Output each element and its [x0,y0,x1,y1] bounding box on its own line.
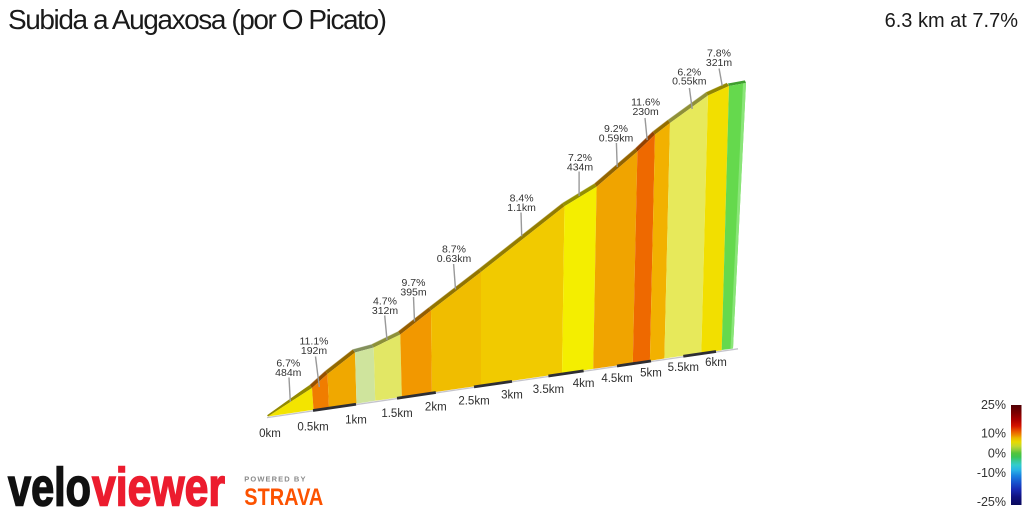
svg-text:viewer: viewer [92,458,225,512]
svg-text:3km: 3km [501,390,523,402]
svg-text:7.2%: 7.2% [568,152,592,164]
svg-text:0.63km: 0.63km [437,253,472,265]
svg-text:3.5km: 3.5km [533,384,564,396]
svg-text:230m: 230m [632,106,659,118]
svg-text:STRAVA: STRAVA [244,484,323,511]
svg-text:0.59km: 0.59km [599,132,634,144]
svg-text:4.7%: 4.7% [373,296,397,308]
svg-text:25%: 25% [981,398,1006,412]
svg-text:11.6%: 11.6% [631,97,660,109]
svg-text:9.7%: 9.7% [402,277,426,289]
svg-text:5km: 5km [640,367,662,379]
svg-text:10%: 10% [981,427,1006,441]
svg-text:4.5km: 4.5km [601,373,632,385]
svg-text:7.8%: 7.8% [707,48,731,60]
svg-text:1.5km: 1.5km [381,408,412,420]
svg-text:0%: 0% [988,446,1006,460]
svg-text:1.1km: 1.1km [507,202,536,214]
svg-text:6km: 6km [705,357,727,369]
svg-text:321m: 321m [706,57,733,69]
svg-text:4km: 4km [573,378,595,390]
svg-text:6.3 km at 7.7%: 6.3 km at 7.7% [885,10,1019,32]
svg-text:-10%: -10% [977,466,1006,480]
svg-text:1km: 1km [345,415,367,427]
svg-text:8.7%: 8.7% [442,244,466,256]
svg-text:0.55km: 0.55km [672,76,707,88]
svg-text:0km: 0km [259,428,281,440]
svg-text:6.7%: 6.7% [276,357,300,369]
svg-text:11.1%: 11.1% [300,336,329,348]
svg-text:8.4%: 8.4% [510,193,534,205]
svg-text:Subida a Augaxosa (por O Picat: Subida a Augaxosa (por O Picato) [8,4,387,35]
svg-text:434m: 434m [567,161,594,173]
svg-text:484m: 484m [275,367,302,379]
svg-text:velo: velo [8,458,91,512]
svg-text:312m: 312m [372,305,399,317]
svg-text:-25%: -25% [977,495,1006,509]
svg-text:2km: 2km [425,402,447,414]
svg-text:9.2%: 9.2% [604,123,628,135]
svg-text:2.5km: 2.5km [458,396,489,408]
svg-text:395m: 395m [400,286,427,298]
svg-text:POWERED BY: POWERED BY [244,475,306,484]
svg-text:0.5km: 0.5km [297,421,328,433]
svg-text:192m: 192m [301,345,328,357]
svg-text:6.2%: 6.2% [677,66,701,78]
svg-text:5.5km: 5.5km [668,362,699,374]
